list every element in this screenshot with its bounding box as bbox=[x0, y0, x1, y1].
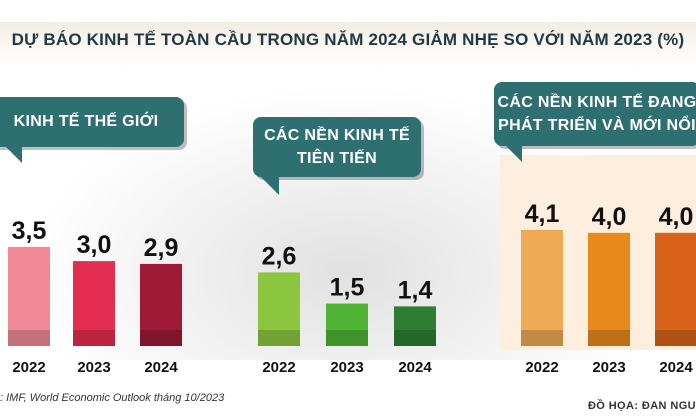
year-tick-label: 2024 bbox=[144, 359, 178, 376]
bar-1-2022 bbox=[258, 272, 300, 346]
chart-title: DỰ BÁO KINH TẾ TOÀN CẦU TRONG NĂM 2024 G… bbox=[11, 30, 685, 49]
bubble-tail bbox=[506, 146, 522, 162]
year-tick-label: 2022 bbox=[525, 359, 558, 376]
emerging-title-line-1: CÁC NỀN KINH TẾ ĐANG bbox=[497, 93, 696, 111]
bar-base-shade bbox=[655, 330, 696, 346]
year-tick-label: 2023 bbox=[330, 359, 363, 376]
bar-value-label: 4,1 bbox=[525, 200, 560, 228]
bar-1-2024 bbox=[394, 306, 436, 346]
bar-1-2023 bbox=[326, 303, 368, 346]
year-tick-label: 2023 bbox=[592, 359, 625, 376]
year-tick-label: 2024 bbox=[659, 359, 693, 376]
bar-2-2023 bbox=[588, 232, 630, 346]
bar-base-shade bbox=[521, 330, 563, 346]
bar-value-label: 2,6 bbox=[262, 242, 297, 270]
bar-base-shade bbox=[588, 330, 630, 346]
bar-value-label: 4,0 bbox=[592, 203, 627, 231]
bar-base-shade bbox=[140, 330, 182, 346]
bar-value-label: 1,5 bbox=[330, 274, 365, 302]
bar-value-label: 3,0 bbox=[77, 231, 112, 259]
bubble-tail bbox=[261, 177, 279, 195]
bar-base-shade bbox=[394, 330, 436, 346]
bar-0-2022 bbox=[8, 246, 50, 346]
year-tick-label: 2023 bbox=[77, 359, 110, 376]
bar-base-shade bbox=[73, 330, 115, 346]
title-bar bbox=[0, 22, 696, 68]
bar-base-shade bbox=[326, 330, 368, 346]
bubble-world-economy: KINH TẾ THẾ GIỚI bbox=[0, 97, 184, 163]
bar-value-label: 4,0 bbox=[659, 203, 694, 231]
bar-0-2024 bbox=[140, 263, 182, 346]
bar-base-shade bbox=[8, 330, 50, 346]
year-tick-label: 2022 bbox=[262, 359, 295, 376]
source-note: : IMF, World Economic Outlook tháng 10/2… bbox=[0, 392, 225, 404]
advanced-title-line-2: TIÊN TIẾN bbox=[296, 150, 378, 167]
bubble-tail bbox=[6, 147, 22, 163]
bar-value-label: 1,4 bbox=[398, 276, 433, 304]
bar-base-shade bbox=[258, 330, 300, 346]
bubble-advanced-economies: CÁC NỀN KINH TẾ TIÊN TIẾN bbox=[253, 117, 421, 195]
bar-value-label: 2,9 bbox=[144, 234, 179, 262]
emerging-title-line-2: PHÁT TRIỂN VÀ MỚI NỔI bbox=[498, 117, 696, 134]
world-economy-title: KINH TẾ THẾ GIỚI bbox=[13, 113, 159, 131]
bar-2-2022 bbox=[521, 229, 563, 346]
advanced-title-line-1: CÁC NỀN KINH TẾ bbox=[264, 126, 410, 144]
bubble-emerging-economies: CÁC NỀN KINH TẾ ĐANG PHÁT TRIỂN VÀ MỚI N… bbox=[494, 82, 696, 162]
year-tick-label: 2022 bbox=[12, 359, 45, 376]
bar-value-label: 3,5 bbox=[12, 217, 47, 245]
year-tick-label: 2024 bbox=[398, 359, 432, 376]
bar-2-2024 bbox=[655, 232, 696, 346]
bar-0-2023 bbox=[73, 261, 115, 346]
graphic-credit: ĐỒ HỌA: ĐAN NGU bbox=[587, 400, 696, 412]
